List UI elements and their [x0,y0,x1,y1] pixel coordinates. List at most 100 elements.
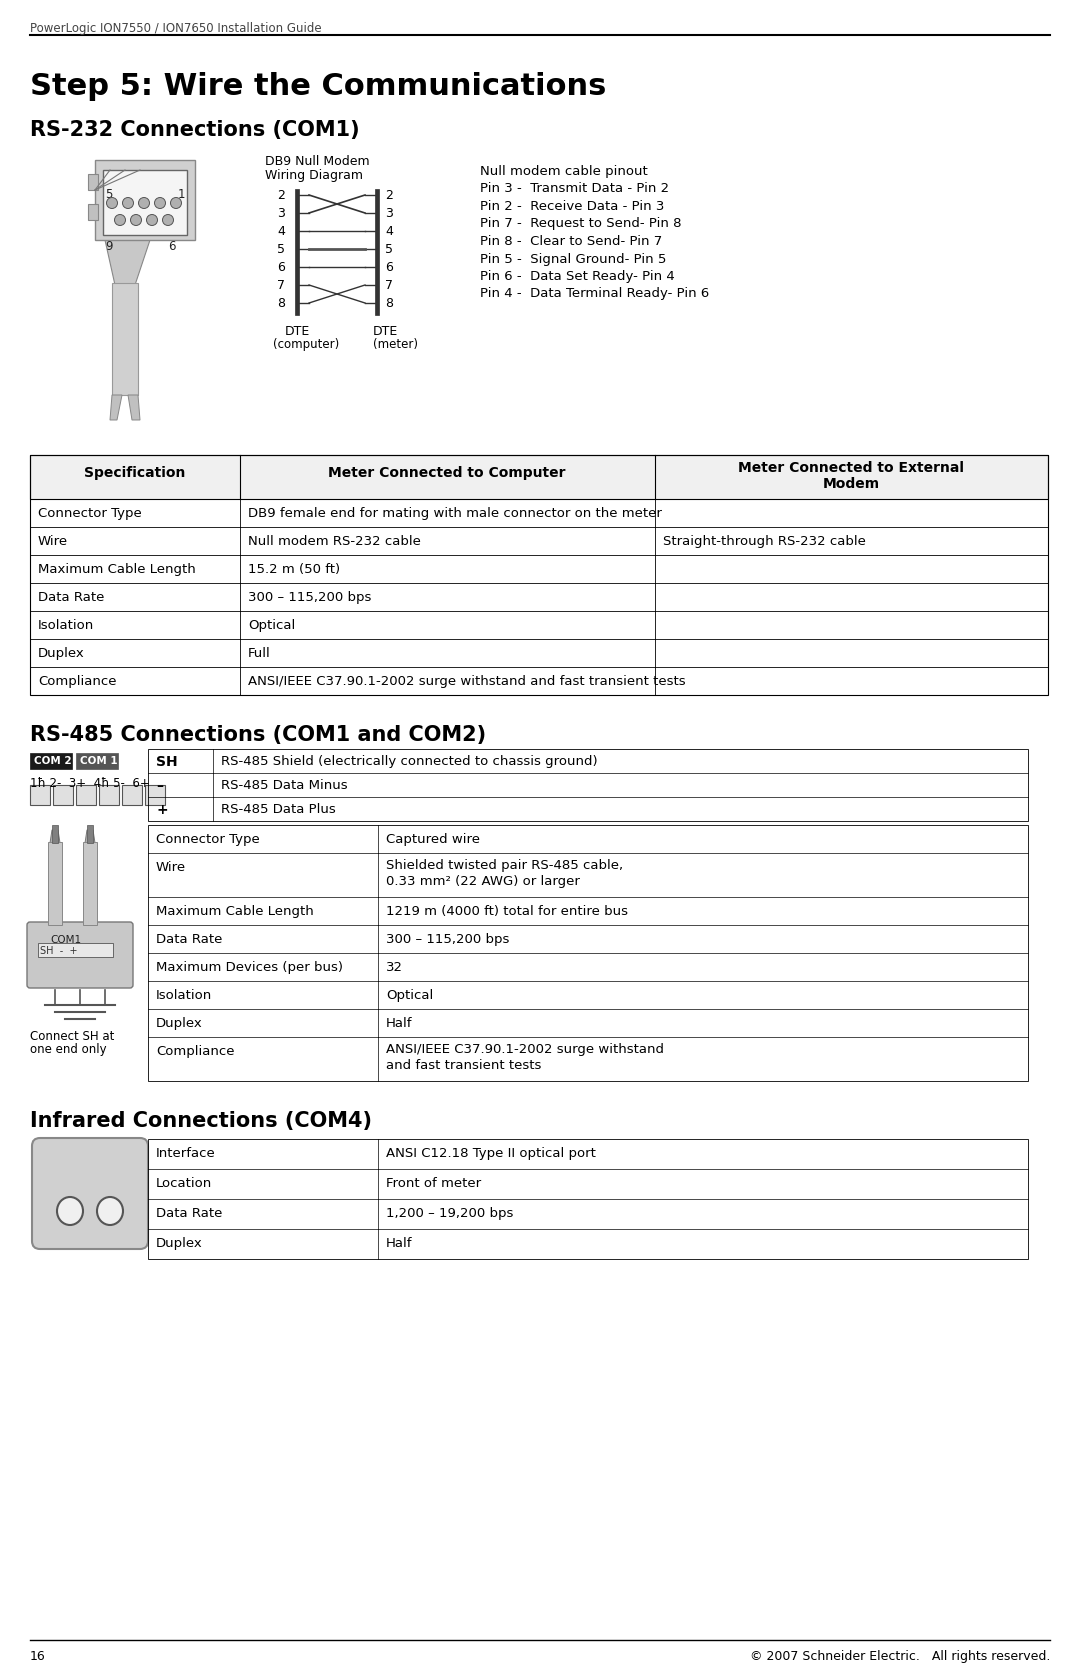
Text: 5: 5 [276,244,285,255]
Bar [38,943,113,956]
Text: Maximum Devices (per bus): Maximum Devices (per bus) [156,961,343,975]
Bar [87,174,98,190]
Text: Specification: Specification [84,466,186,481]
Text: Captured wire: Captured wire [386,833,480,846]
Polygon shape [95,160,195,240]
Bar [30,456,1048,694]
Text: 32: 32 [386,961,403,975]
Text: RS-485 Shield (electrically connected to chassis ground): RS-485 Shield (electrically connected to… [221,754,597,768]
Text: 0.33 mm² (22 AWG) or larger: 0.33 mm² (22 AWG) or larger [386,875,580,888]
Text: Meter Connected to External
Modem: Meter Connected to External Modem [738,461,964,491]
Text: 3: 3 [276,207,285,220]
Text: Half: Half [386,1016,413,1030]
Circle shape [154,197,165,209]
Text: SH: SH [156,754,177,769]
Text: Null modem cable pinout: Null modem cable pinout [480,165,648,179]
Text: 8: 8 [276,297,285,310]
Ellipse shape [97,1197,123,1225]
Text: Null modem RS-232 cable: Null modem RS-232 cable [248,536,421,547]
Text: © 2007 Schneider Electric.   All rights reserved.: © 2007 Schneider Electric. All rights re… [750,1651,1050,1662]
Circle shape [122,197,134,209]
Circle shape [114,215,125,225]
Text: Data Rate: Data Rate [156,1207,222,1220]
Bar [87,824,93,843]
Text: Data Rate: Data Rate [156,933,222,946]
Bar [145,784,165,804]
Text: 6: 6 [384,260,393,274]
Text: 6: 6 [168,240,175,254]
Text: 15.2 m (50 ft): 15.2 m (50 ft) [248,562,340,576]
Text: Meter Connected to Computer: Meter Connected to Computer [328,466,566,481]
Text: 16: 16 [30,1651,45,1662]
FancyBboxPatch shape [27,921,133,988]
Text: Maximum Cable Length: Maximum Cable Length [156,905,314,918]
Text: 6: 6 [276,260,285,274]
Text: Maximum Cable Length: Maximum Cable Length [38,562,195,576]
Text: Wire: Wire [38,536,68,547]
Bar [48,841,62,925]
Text: 3: 3 [384,207,393,220]
Circle shape [138,197,149,209]
Text: SH  -  +: SH - + [40,946,78,956]
Text: RS-485 Connections (COM1 and COM2): RS-485 Connections (COM1 and COM2) [30,724,486,744]
Text: DB9 Null Modem: DB9 Null Modem [265,155,369,169]
Text: Interface: Interface [156,1147,216,1160]
Text: +: + [156,803,167,818]
Text: 7: 7 [276,279,285,292]
Text: COM 2: COM 2 [33,756,71,766]
Text: 2: 2 [276,189,285,202]
Text: Full: Full [248,648,271,659]
Text: and fast transient tests: and fast transient tests [386,1060,541,1071]
Text: Connector Type: Connector Type [156,833,260,846]
Text: Pin 6 -  Data Set Ready- Pin 4: Pin 6 - Data Set Ready- Pin 4 [480,270,675,284]
Text: Pin 8 -  Clear to Send- Pin 7: Pin 8 - Clear to Send- Pin 7 [480,235,662,249]
Bar [52,824,58,843]
Text: RS-485 Data Plus: RS-485 Data Plus [221,803,336,816]
Text: DB9 female end for mating with male connector on the meter: DB9 female end for mating with male conn… [248,507,662,521]
Text: RS-232 Connections (COM1): RS-232 Connections (COM1) [30,120,360,140]
Text: Location: Location [156,1177,213,1190]
Text: Duplex: Duplex [156,1016,203,1030]
Text: 4: 4 [384,225,393,239]
Bar [112,284,138,396]
Bar [148,749,1028,821]
Text: Shielded twisted pair RS-485 cable,: Shielded twisted pair RS-485 cable, [386,860,623,871]
Circle shape [162,215,174,225]
Text: ANSI C12.18 Type II optical port: ANSI C12.18 Type II optical port [386,1147,596,1160]
Text: Pin 7 -  Request to Send- Pin 8: Pin 7 - Request to Send- Pin 8 [480,217,681,230]
Bar [148,1138,1028,1258]
Text: Duplex: Duplex [156,1237,203,1250]
Bar [99,784,119,804]
Text: COM 1: COM 1 [80,756,118,766]
Circle shape [147,215,158,225]
Bar [87,204,98,220]
Bar [30,753,72,769]
Text: Half: Half [386,1237,413,1250]
Text: Isolation: Isolation [38,619,94,633]
Ellipse shape [57,1197,83,1225]
Bar [76,784,96,804]
Circle shape [171,197,181,209]
Text: ANSI/IEEE C37.90.1-2002 surge withstand: ANSI/IEEE C37.90.1-2002 surge withstand [386,1043,664,1056]
Text: 2: 2 [384,189,393,202]
Text: Straight-through RS-232 cable: Straight-through RS-232 cable [663,536,866,547]
Text: PowerLogic ION7550 / ION7650 Installation Guide: PowerLogic ION7550 / ION7650 Installatio… [30,22,322,35]
Bar [148,824,1028,1082]
Text: DTE: DTE [285,325,310,339]
Text: –: – [156,779,163,793]
Text: Connector Type: Connector Type [38,507,141,521]
Text: Front of meter: Front of meter [386,1177,481,1190]
Circle shape [131,215,141,225]
Text: 5: 5 [384,244,393,255]
Bar [76,753,118,769]
Polygon shape [110,396,122,421]
Text: 300 – 115,200 bps: 300 – 115,200 bps [248,591,372,604]
Bar [375,189,379,315]
Text: Connect SH at: Connect SH at [30,1030,114,1043]
Bar [83,841,97,925]
Text: Pin 2 -  Receive Data - Pin 3: Pin 2 - Receive Data - Pin 3 [480,200,664,214]
Text: one end only: one end only [30,1043,107,1056]
Text: Wiring Diagram: Wiring Diagram [265,169,363,182]
Polygon shape [85,829,95,843]
Text: Optical: Optical [248,619,295,633]
